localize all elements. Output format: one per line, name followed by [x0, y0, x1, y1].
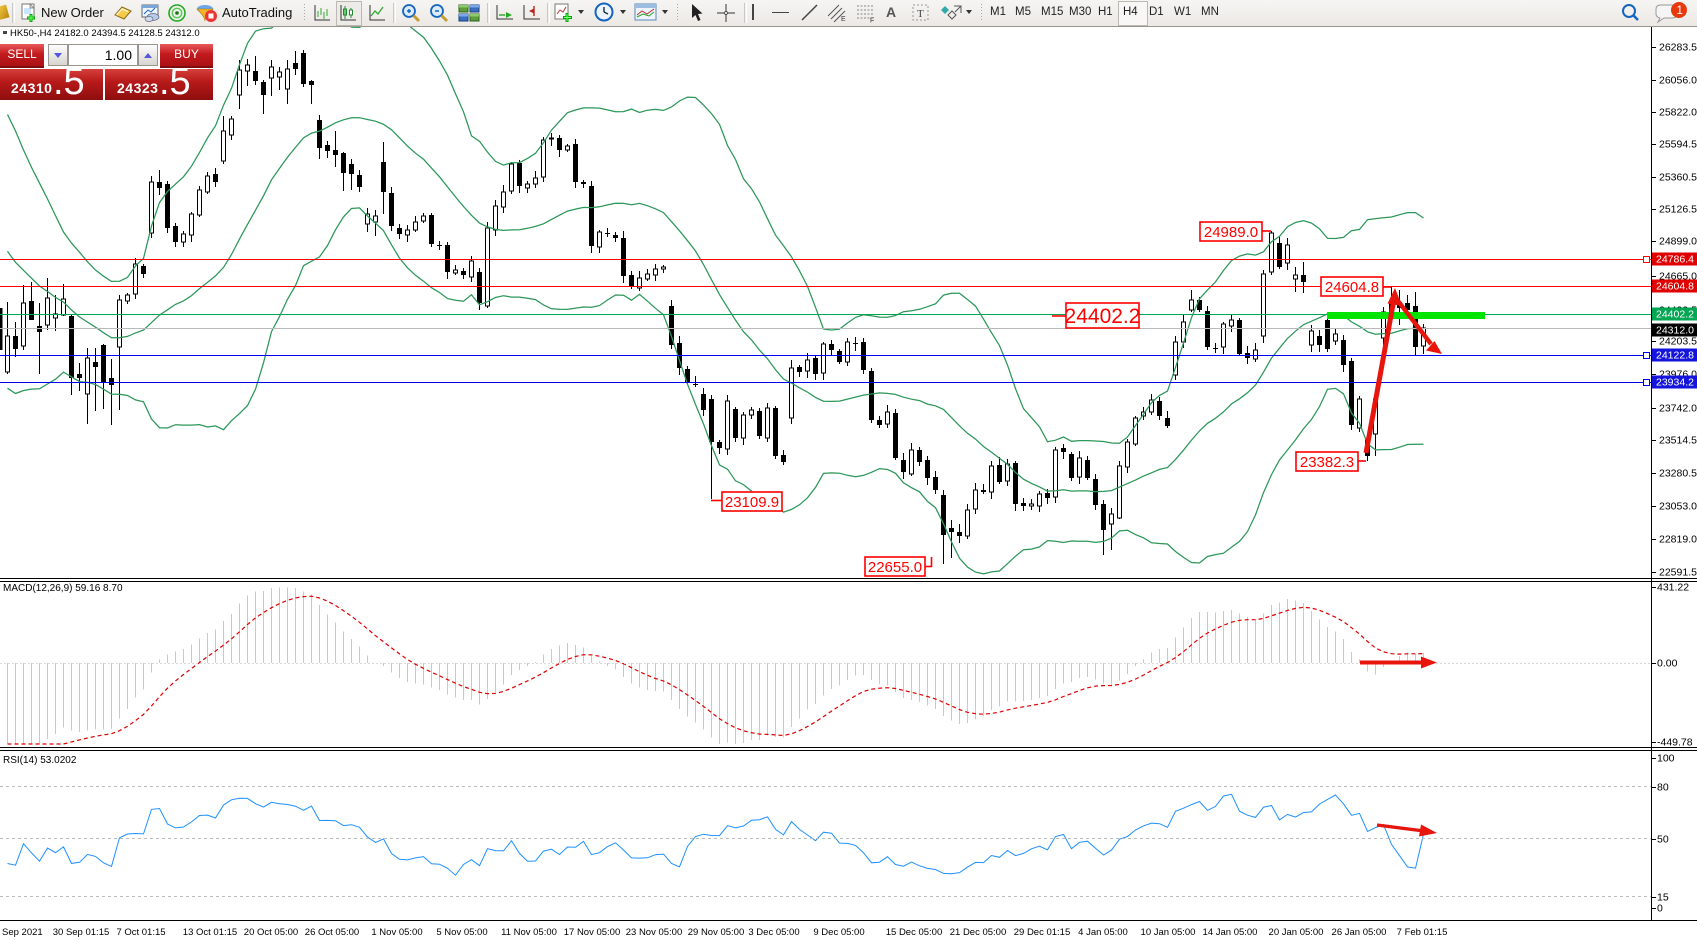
svg-text:24899.0: 24899.0 [1659, 236, 1697, 248]
svg-text:29 Nov 05:00: 29 Nov 05:00 [688, 927, 745, 938]
svg-text:10 Jan 05:00: 10 Jan 05:00 [1141, 927, 1196, 938]
svg-text:26 Jan 05:00: 26 Jan 05:00 [1332, 927, 1387, 938]
svg-text:26056.0: 26056.0 [1659, 75, 1697, 87]
svg-text:25594.5: 25594.5 [1659, 139, 1697, 151]
svg-text:25822.0: 25822.0 [1659, 107, 1697, 119]
svg-text:23934.2: 23934.2 [1656, 377, 1694, 389]
svg-text:23 Nov 05:00: 23 Nov 05:00 [626, 927, 683, 938]
svg-text:24402.2: 24402.2 [1065, 305, 1141, 328]
svg-text:14 Jan 05:00: 14 Jan 05:00 [1203, 927, 1258, 938]
svg-text:20 Jan 05:00: 20 Jan 05:00 [1269, 927, 1324, 938]
svg-text:17 Nov 05:00: 17 Nov 05:00 [564, 927, 621, 938]
svg-text:24402.2: 24402.2 [1656, 309, 1694, 321]
svg-text:80: 80 [1657, 782, 1669, 794]
svg-text:RSI(14) 53.0202: RSI(14) 53.0202 [3, 755, 77, 766]
svg-text:26 Oct 05:00: 26 Oct 05:00 [305, 927, 359, 938]
svg-text:5 Nov 05:00: 5 Nov 05:00 [436, 927, 487, 938]
svg-text:3 Dec 05:00: 3 Dec 05:00 [748, 927, 799, 938]
svg-text:MACD(12,26,9) 59.16 8.70: MACD(12,26,9) 59.16 8.70 [3, 583, 123, 594]
svg-text:T: T [917, 8, 924, 20]
svg-text:29 Dec 01:15: 29 Dec 01:15 [1014, 927, 1071, 938]
svg-text:24989.0: 24989.0 [1204, 224, 1258, 241]
svg-text:24604.8: 24604.8 [1656, 281, 1694, 293]
svg-text:431.22: 431.22 [1657, 582, 1689, 594]
svg-text:HK50-,H4 24182.0 24394.5 2412: HK50-,H4 24182.0 24394.5 24128.5 24312.0 [10, 28, 200, 39]
svg-text:21 Dec 05:00: 21 Dec 05:00 [950, 927, 1007, 938]
svg-text:24122.8: 24122.8 [1656, 350, 1694, 362]
svg-text:100: 100 [1657, 753, 1675, 765]
svg-text:7 Oct 01:15: 7 Oct 01:15 [116, 927, 165, 938]
svg-text:4 Jan 05:00: 4 Jan 05:00 [1078, 927, 1128, 938]
svg-text:7 Feb 01:15: 7 Feb 01:15 [1397, 927, 1448, 938]
svg-text:13 Oct 01:15: 13 Oct 01:15 [183, 927, 237, 938]
svg-text:24312.0: 24312.0 [1656, 325, 1694, 337]
svg-text:F: F [870, 18, 874, 24]
svg-text:22655.0: 22655.0 [868, 559, 922, 576]
svg-text:9 Dec 05:00: 9 Dec 05:00 [813, 927, 864, 938]
svg-text:25360.5: 25360.5 [1659, 172, 1697, 184]
svg-text:23053.0: 23053.0 [1659, 501, 1697, 513]
svg-text:0.00: 0.00 [1657, 658, 1678, 670]
svg-text:20 Oct 05:00: 20 Oct 05:00 [244, 927, 298, 938]
svg-text:30 Sep 01:15: 30 Sep 01:15 [53, 927, 110, 938]
svg-text:1 Nov 05:00: 1 Nov 05:00 [371, 927, 422, 938]
svg-text:23742.0: 23742.0 [1659, 403, 1697, 415]
svg-text:1: 1 [1677, 5, 1683, 17]
svg-text:26283.5: 26283.5 [1659, 42, 1697, 54]
svg-text:22591.5: 22591.5 [1659, 567, 1697, 579]
svg-text:0: 0 [1657, 903, 1663, 915]
svg-text:15: 15 [1657, 892, 1669, 904]
svg-text:24604.8: 24604.8 [1325, 279, 1379, 296]
svg-text:24203.5: 24203.5 [1659, 336, 1697, 348]
svg-text:Sep 2021: Sep 2021 [2, 927, 43, 938]
svg-text:24786.4: 24786.4 [1656, 254, 1694, 266]
svg-text:15 Dec 05:00: 15 Dec 05:00 [886, 927, 943, 938]
svg-text:23382.3: 23382.3 [1300, 454, 1354, 471]
svg-text:23109.9: 23109.9 [725, 494, 779, 511]
svg-text:50: 50 [1657, 834, 1669, 846]
svg-text:25126.5: 25126.5 [1659, 204, 1697, 216]
svg-text:11 Nov 05:00: 11 Nov 05:00 [501, 927, 557, 938]
svg-text:23514.5: 23514.5 [1659, 435, 1697, 447]
svg-text:23280.5: 23280.5 [1659, 468, 1697, 480]
svg-text:E: E [841, 16, 846, 23]
svg-text:22819.0: 22819.0 [1659, 534, 1697, 546]
svg-text:-449.78: -449.78 [1657, 737, 1693, 749]
